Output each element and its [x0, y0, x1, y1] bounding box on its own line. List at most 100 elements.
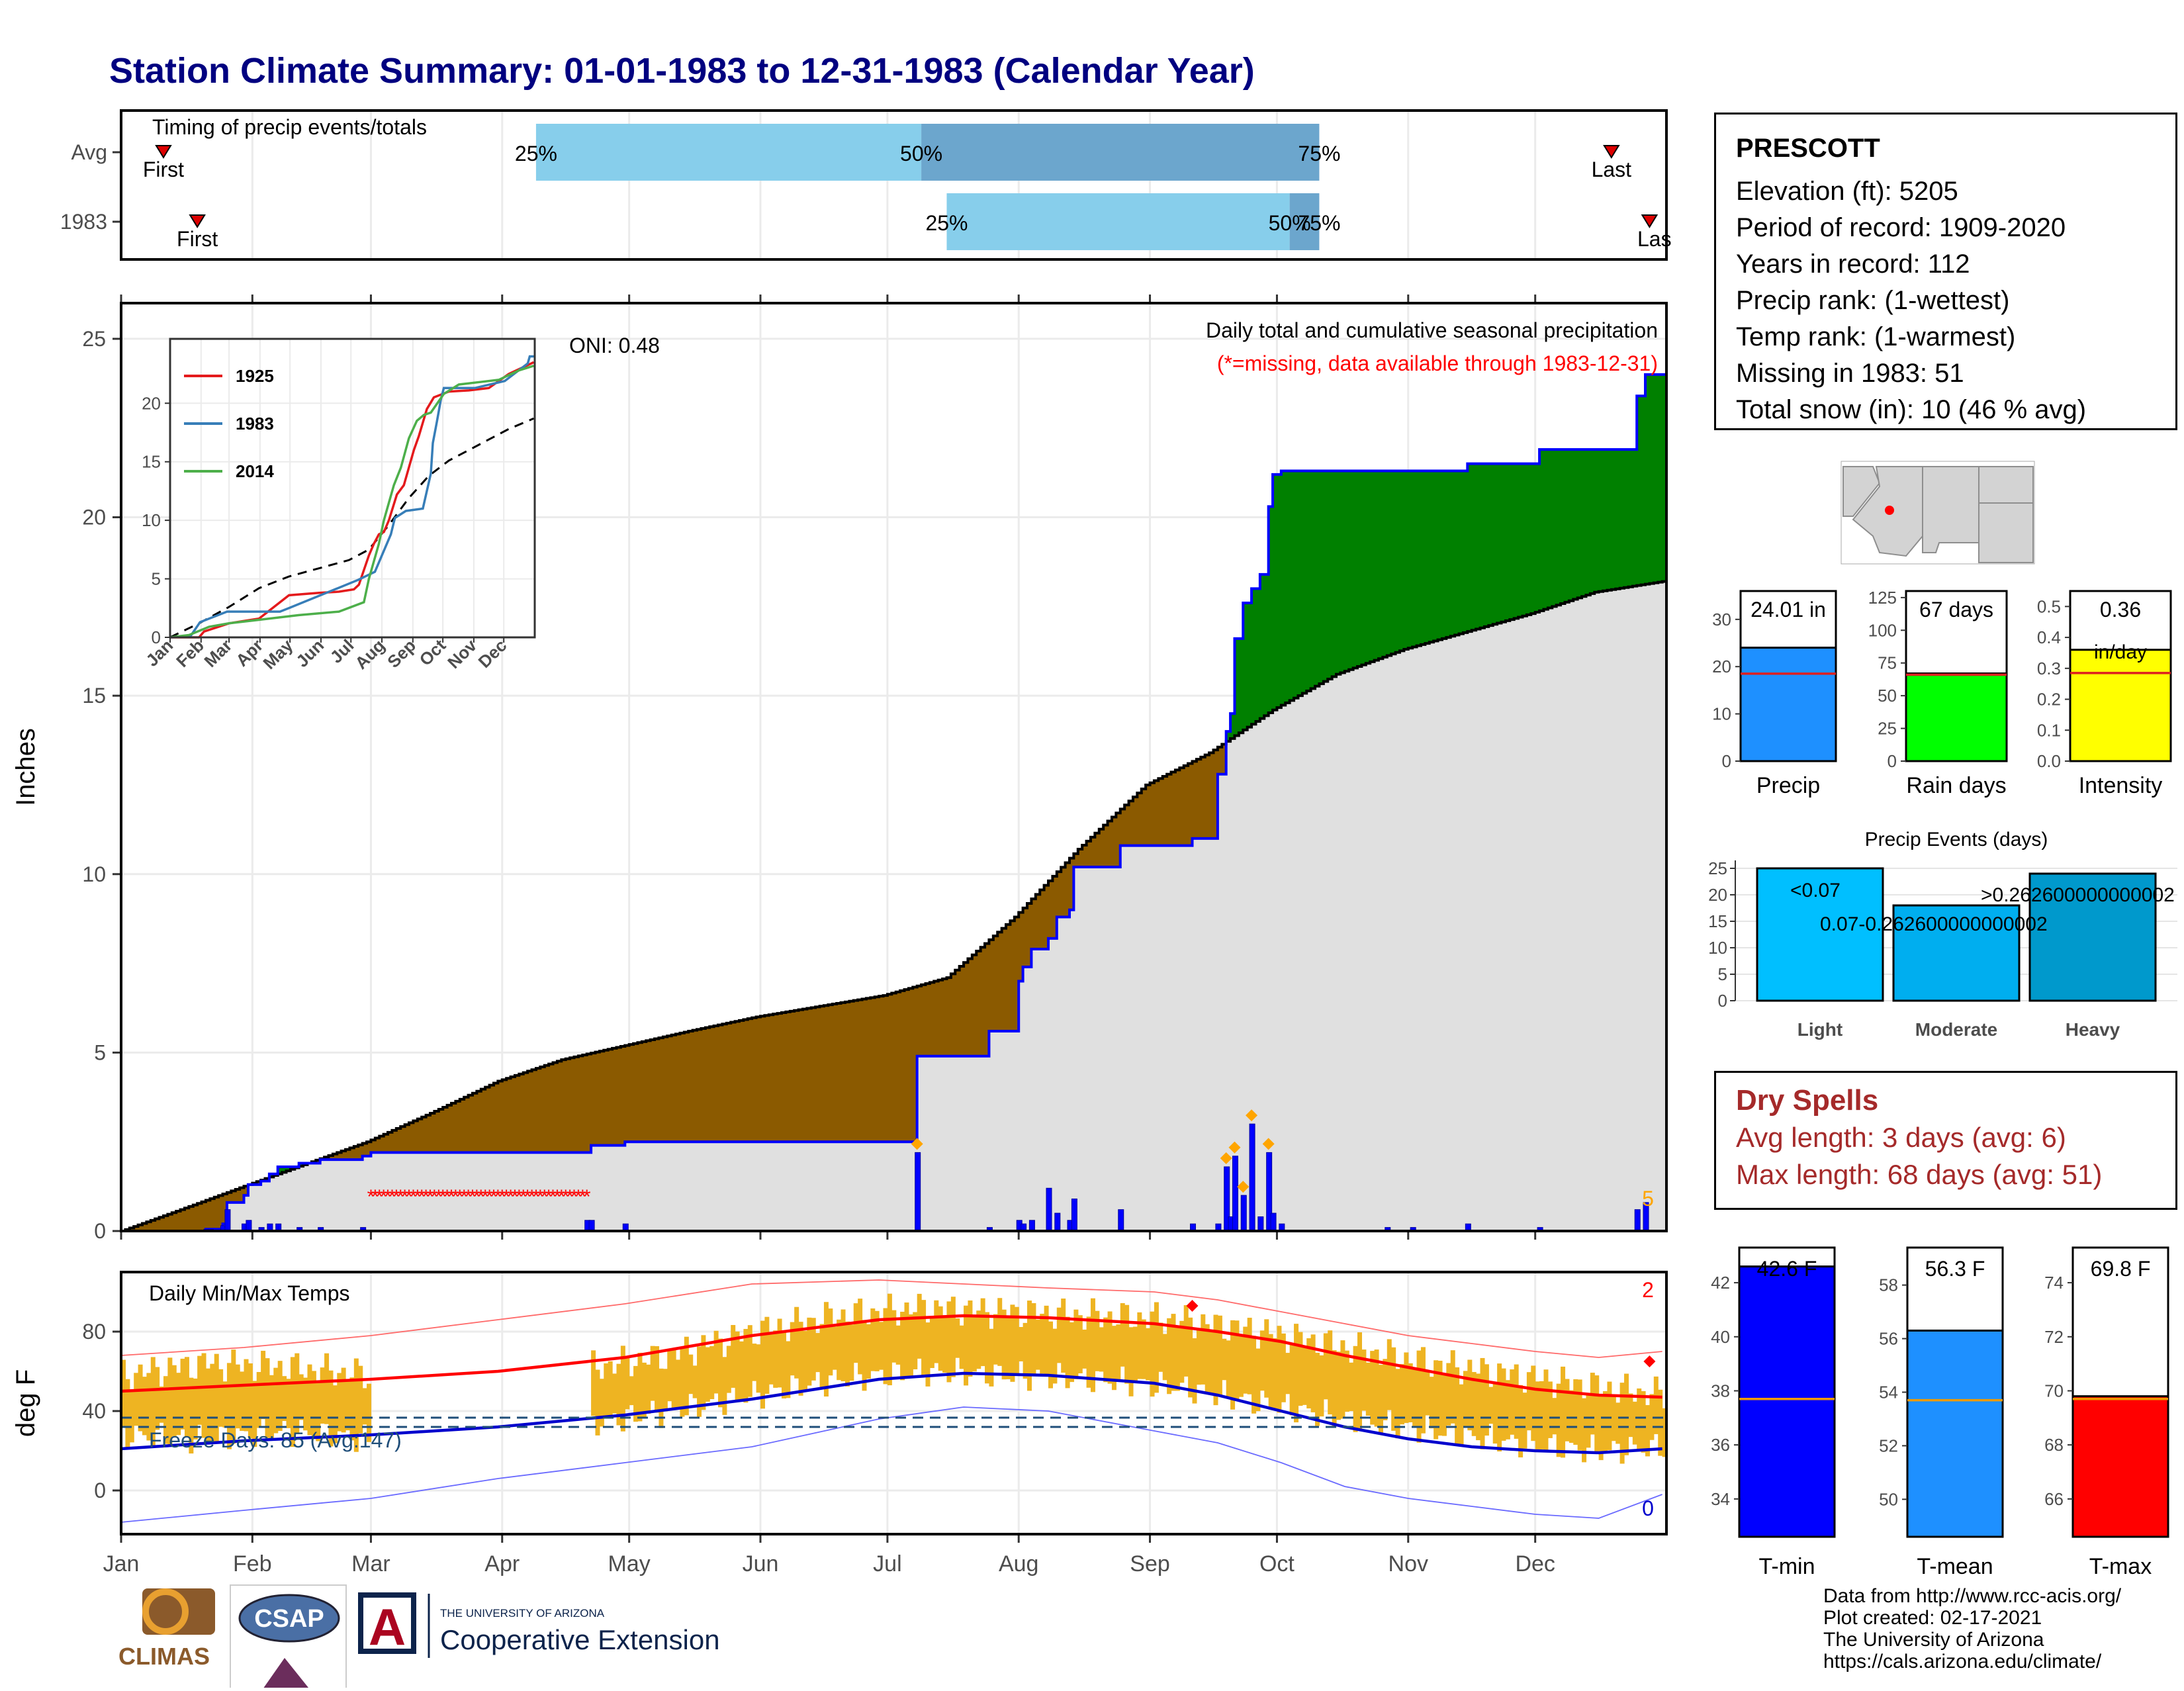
missing-day-mark: * — [465, 1186, 473, 1208]
daily-temp-bar — [1573, 1379, 1578, 1445]
daily-temp-bar — [1209, 1330, 1214, 1395]
month-label: Nov — [1388, 1551, 1428, 1577]
temp-bar-value-tmean: 56.3 F — [1925, 1257, 1985, 1281]
missing-day-mark: * — [396, 1186, 404, 1208]
daily-temp-bar — [1531, 1365, 1536, 1441]
summary-bar-tick-label: 100 — [1868, 620, 1897, 640]
last-event-marker — [1641, 214, 1659, 228]
daily-temp-bar — [273, 1367, 279, 1434]
daily-temp-bar — [1611, 1394, 1616, 1441]
daily-temp-bar — [866, 1324, 871, 1379]
daily-temp-bar — [756, 1344, 761, 1393]
daily-temp-bar — [1374, 1349, 1379, 1427]
daily-temp-bar — [980, 1298, 985, 1367]
daily-temp-bar — [155, 1367, 160, 1430]
month-label: Feb — [233, 1551, 272, 1577]
summary-bar-tick-label: 0.3 — [2037, 659, 2061, 678]
daily-temp-bar — [862, 1320, 867, 1391]
temp-bar-tick-label: 52 — [1879, 1436, 1898, 1455]
daily-temp-bar — [1455, 1367, 1460, 1446]
daily-temp-bar — [1137, 1312, 1142, 1379]
daily-temp-bar — [1141, 1319, 1146, 1379]
station-name: PRESCOTT — [1736, 134, 1880, 163]
daily-temp-bar — [718, 1338, 723, 1408]
daily-temp-bar — [193, 1378, 198, 1440]
daily-temp-bar — [171, 1365, 177, 1436]
precip-events-tick-label: 0 — [1718, 991, 1727, 1011]
summary-bar-tick-label: 0.1 — [2037, 720, 2061, 740]
daily-temp-bar — [1035, 1319, 1040, 1370]
daily-temp-bar — [1306, 1338, 1312, 1409]
daily-temp-bar — [1429, 1377, 1434, 1429]
daily-temp-bar — [218, 1369, 224, 1427]
temp-bar-label-tmin: T-min — [1759, 1554, 1815, 1579]
temp-bar-tick-label: 70 — [2044, 1381, 2064, 1400]
daily-temp-bar — [210, 1363, 215, 1443]
daily-temp-bar — [1361, 1349, 1367, 1411]
dry-spells-avg: Avg length: 3 days (avg: 6) — [1736, 1122, 2066, 1153]
daily-temp-bar — [159, 1386, 164, 1423]
month-label: Apr — [484, 1551, 520, 1577]
daily-temp-bar — [1658, 1389, 1663, 1456]
daily-temp-bar — [1277, 1326, 1282, 1413]
timing-frame — [120, 109, 1668, 261]
daily-temp-bar — [303, 1377, 308, 1431]
inset-legend-label: 1983 — [236, 414, 274, 434]
daily-temp-bar — [1467, 1359, 1473, 1431]
daily-temp-bar — [277, 1361, 283, 1432]
dry-spells-max: Max length: 68 days (avg: 51) — [1736, 1159, 2103, 1190]
daily-temp-bar — [870, 1308, 876, 1371]
daily-temp-bar — [1023, 1322, 1028, 1379]
daily-temp-bar — [879, 1322, 884, 1370]
daily-temp-bar — [811, 1318, 816, 1381]
station-location-dot — [1885, 506, 1894, 515]
missing-day-mark: * — [380, 1186, 388, 1208]
daily-precip-flag — [1228, 1141, 1241, 1154]
daily-temp-bar — [290, 1357, 295, 1447]
daily-temp-bar — [1488, 1387, 1494, 1424]
summary-bar-tick-label: 0.0 — [2037, 751, 2061, 771]
temp-bar-tick-label: 66 — [2044, 1489, 2064, 1509]
daily-temp-bar — [891, 1310, 897, 1363]
daily-temp-bar — [917, 1293, 922, 1359]
daily-temp-bar — [1607, 1381, 1612, 1451]
summary-bar-intensity — [2069, 649, 2172, 762]
climas-sun-icon — [142, 1588, 189, 1635]
missing-day-mark: * — [494, 1186, 502, 1208]
daily-temp-bar — [604, 1363, 609, 1416]
missing-day-mark: * — [549, 1186, 557, 1208]
ua-logo-icon — [358, 1592, 416, 1654]
daily-temp-bar — [1044, 1305, 1049, 1375]
daily-temp-bar — [353, 1358, 359, 1452]
daily-temp-bar — [985, 1312, 990, 1384]
temp-y-tick-label: 80 — [82, 1320, 106, 1344]
daily-temp-bar — [1561, 1366, 1566, 1458]
summary-bar-value-intensity: 0.36 — [2100, 598, 2141, 621]
missing-day-mark: * — [511, 1186, 519, 1208]
daily-temp-bar — [815, 1333, 821, 1373]
daily-temp-bar — [1069, 1322, 1074, 1383]
daily-temp-bar — [1408, 1363, 1413, 1423]
daily-temp-bar — [1128, 1327, 1134, 1396]
record-day-mark — [1186, 1300, 1199, 1312]
daily-temp-bar — [684, 1336, 689, 1416]
daily-temp-bar — [807, 1317, 812, 1386]
daily-temp-bar — [790, 1322, 795, 1376]
oni-value: ONI: 0.48 — [569, 334, 660, 357]
daily-temp-bar — [1522, 1393, 1527, 1449]
daily-temp-bar — [1259, 1330, 1265, 1391]
daily-temp-bar — [1543, 1369, 1549, 1452]
daily-temp-bar — [1535, 1381, 1540, 1450]
daily-temp-bar — [345, 1381, 351, 1431]
daily-temp-bar — [362, 1388, 367, 1425]
summary-bar-label-precip: Precip — [1756, 773, 1820, 798]
normal-max-line — [120, 1314, 1662, 1399]
station-temp-rank: Temp rank: (1-warmest) — [1736, 322, 2016, 351]
daily-temp-bar — [1124, 1304, 1130, 1384]
daily-temp-bar — [1459, 1384, 1464, 1445]
credits: Data from http://www.rcc-acis.org/ Plot … — [1823, 1585, 2121, 1672]
daily-temp-bar — [1463, 1371, 1468, 1428]
precip-corner-count: 5 — [1642, 1187, 1654, 1211]
daily-temp-bar — [591, 1350, 596, 1416]
daily-temp-bar — [1319, 1355, 1324, 1417]
